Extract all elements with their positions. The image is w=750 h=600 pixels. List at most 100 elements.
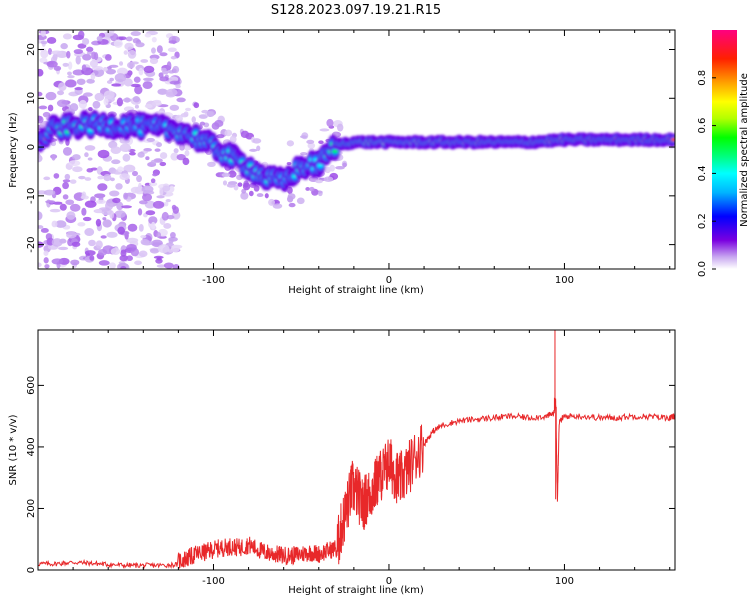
noise-speckle: [129, 151, 136, 156]
noise-speckle: [158, 72, 164, 78]
noise-speckle: [123, 192, 129, 200]
noise-speckle: [78, 99, 88, 109]
noise-speckle: [117, 226, 126, 235]
noise-speckle: [286, 140, 295, 147]
noise-speckle: [159, 161, 167, 167]
noise-speckle: [82, 37, 90, 45]
noise-speckle: [198, 114, 208, 119]
noise-speckle: [168, 237, 174, 244]
noise-speckle: [175, 84, 181, 89]
noise-speckle: [134, 260, 142, 266]
noise-speckle: [60, 43, 68, 50]
noise-speckles: [38, 30, 348, 269]
noise-speckle: [151, 101, 162, 107]
noise-speckle: [171, 204, 177, 211]
x-tick-label: 100: [555, 576, 574, 587]
noise-speckle: [256, 193, 264, 198]
noise-speckle: [300, 152, 308, 156]
noise-speckle: [59, 203, 67, 211]
noise-speckle: [88, 106, 93, 112]
noise-speckle: [142, 193, 153, 202]
noise-speckle: [199, 121, 206, 126]
noise-speckle: [144, 103, 153, 109]
noise-speckle: [132, 96, 141, 103]
noise-speckle: [38, 211, 43, 221]
noise-speckle: [140, 234, 147, 239]
noise-speckle: [161, 70, 169, 75]
noise-speckle: [47, 104, 54, 112]
noise-speckle: [102, 219, 112, 228]
snr-frame: [37, 329, 676, 571]
noise-speckle: [95, 199, 106, 204]
noise-speckle: [156, 232, 162, 238]
noise-speckle: [170, 244, 180, 253]
noise-speckle: [69, 179, 77, 184]
noise-speckle: [318, 140, 324, 145]
noise-speckle: [268, 198, 275, 206]
noise-speckle: [47, 47, 53, 55]
noise-speckle: [110, 247, 121, 256]
noise-speckle: [46, 60, 58, 68]
noise-speckle: [319, 128, 330, 132]
noise-speckle: [142, 81, 153, 90]
noise-speckle: [119, 254, 129, 262]
noise-speckle: [67, 61, 73, 70]
noise-speckle: [116, 97, 123, 107]
noise-speckle: [228, 170, 237, 178]
noise-speckle: [127, 49, 137, 59]
noise-speckle: [116, 67, 128, 75]
noise-speckle: [112, 197, 121, 204]
noise-speckle: [62, 194, 69, 200]
y-tick-label: 0: [26, 144, 37, 150]
noise-speckle: [121, 205, 133, 209]
noise-speckle: [146, 137, 155, 142]
noise-speckle: [168, 70, 175, 74]
noise-speckle: [148, 216, 158, 225]
noise-speckle: [183, 111, 189, 117]
noise-speckle: [165, 199, 171, 203]
ridge-core: [670, 137, 675, 142]
noise-speckle: [98, 260, 110, 266]
spectrogram-x-axis-label: Height of straight line (km): [288, 285, 424, 296]
noise-speckle: [109, 190, 120, 197]
noise-speckle: [84, 228, 95, 237]
noise-speckle: [66, 231, 77, 239]
noise-speckle: [72, 166, 83, 173]
noise-speckle: [86, 168, 94, 173]
noise-speckle: [309, 186, 315, 192]
noise-speckle: [145, 210, 156, 216]
noise-speckle: [169, 185, 175, 193]
noise-speckle: [335, 166, 345, 170]
noise-speckle: [116, 201, 124, 211]
y-tick-label: 400: [26, 437, 37, 456]
noise-speckle: [182, 157, 190, 166]
noise-speckle: [105, 68, 117, 75]
noise-speckle: [151, 47, 156, 54]
noise-speckle: [159, 152, 168, 159]
noise-speckle: [134, 104, 139, 109]
y-tick-label: 0: [26, 567, 37, 573]
noise-speckle: [46, 37, 57, 44]
noise-speckle: [287, 193, 296, 200]
noise-speckle: [43, 176, 51, 181]
noise-speckle: [43, 250, 49, 256]
noise-speckle: [119, 143, 131, 153]
noise-speckle: [71, 241, 81, 247]
noise-speckle: [95, 240, 103, 249]
noise-speckle: [38, 154, 43, 163]
noise-speckle: [138, 250, 148, 258]
noise-speckle: [97, 175, 105, 180]
noise-speckle: [51, 50, 63, 55]
noise-speckle: [164, 201, 169, 207]
noise-speckle: [207, 161, 216, 167]
noise-speckle: [296, 197, 305, 205]
noise-speckle: [72, 154, 81, 161]
noise-speckle: [67, 75, 75, 79]
noise-speckle: [58, 246, 69, 251]
noise-speckle: [103, 98, 109, 106]
noise-speckle: [53, 173, 60, 179]
noise-speckle: [45, 91, 57, 101]
noise-speckle: [150, 221, 156, 230]
noise-speckle: [40, 30, 46, 37]
noise-speckle: [119, 61, 124, 66]
